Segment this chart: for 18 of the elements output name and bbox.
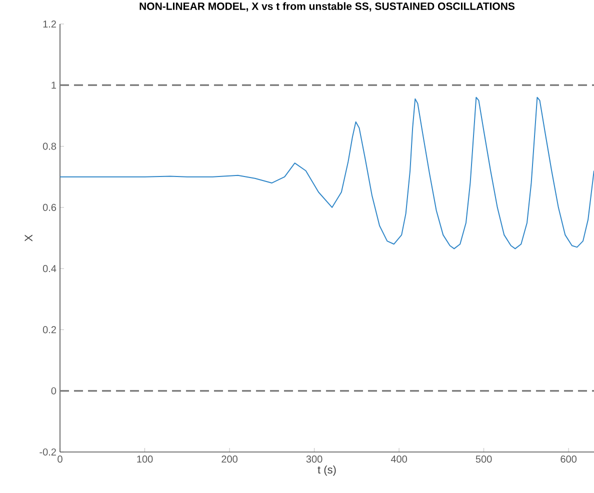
y-tick-label: 0.4 bbox=[42, 265, 56, 272]
y-tick-label: -0.2 bbox=[40, 448, 56, 456]
chart-title: NON-LINEAR MODEL, X vs t from unstable SS, SUSTAINED OSCILLATIONS bbox=[140, 2, 515, 12]
y-tick-label: 1 bbox=[52, 82, 56, 89]
x-axis-title: t (s) bbox=[318, 465, 336, 476]
y-axis-title: X bbox=[24, 234, 32, 242]
x-tick-label: 600 bbox=[560, 456, 577, 463]
y-tick-label: 0 bbox=[51, 387, 56, 394]
x-tick-label: 100 bbox=[137, 456, 153, 463]
y-tick-label: 0.8 bbox=[42, 142, 56, 150]
x-tick-label: 0 bbox=[58, 456, 62, 463]
x-tick-label: 300 bbox=[306, 456, 322, 463]
y-tick-label: 0.2 bbox=[42, 326, 56, 334]
y-tick-label: 1.2 bbox=[43, 20, 56, 28]
x-tick-label: 200 bbox=[222, 456, 238, 463]
x-tick-label: 400 bbox=[390, 456, 407, 463]
y-tick-label: 0.6 bbox=[42, 204, 56, 211]
x-tick-label: 500 bbox=[476, 456, 492, 463]
